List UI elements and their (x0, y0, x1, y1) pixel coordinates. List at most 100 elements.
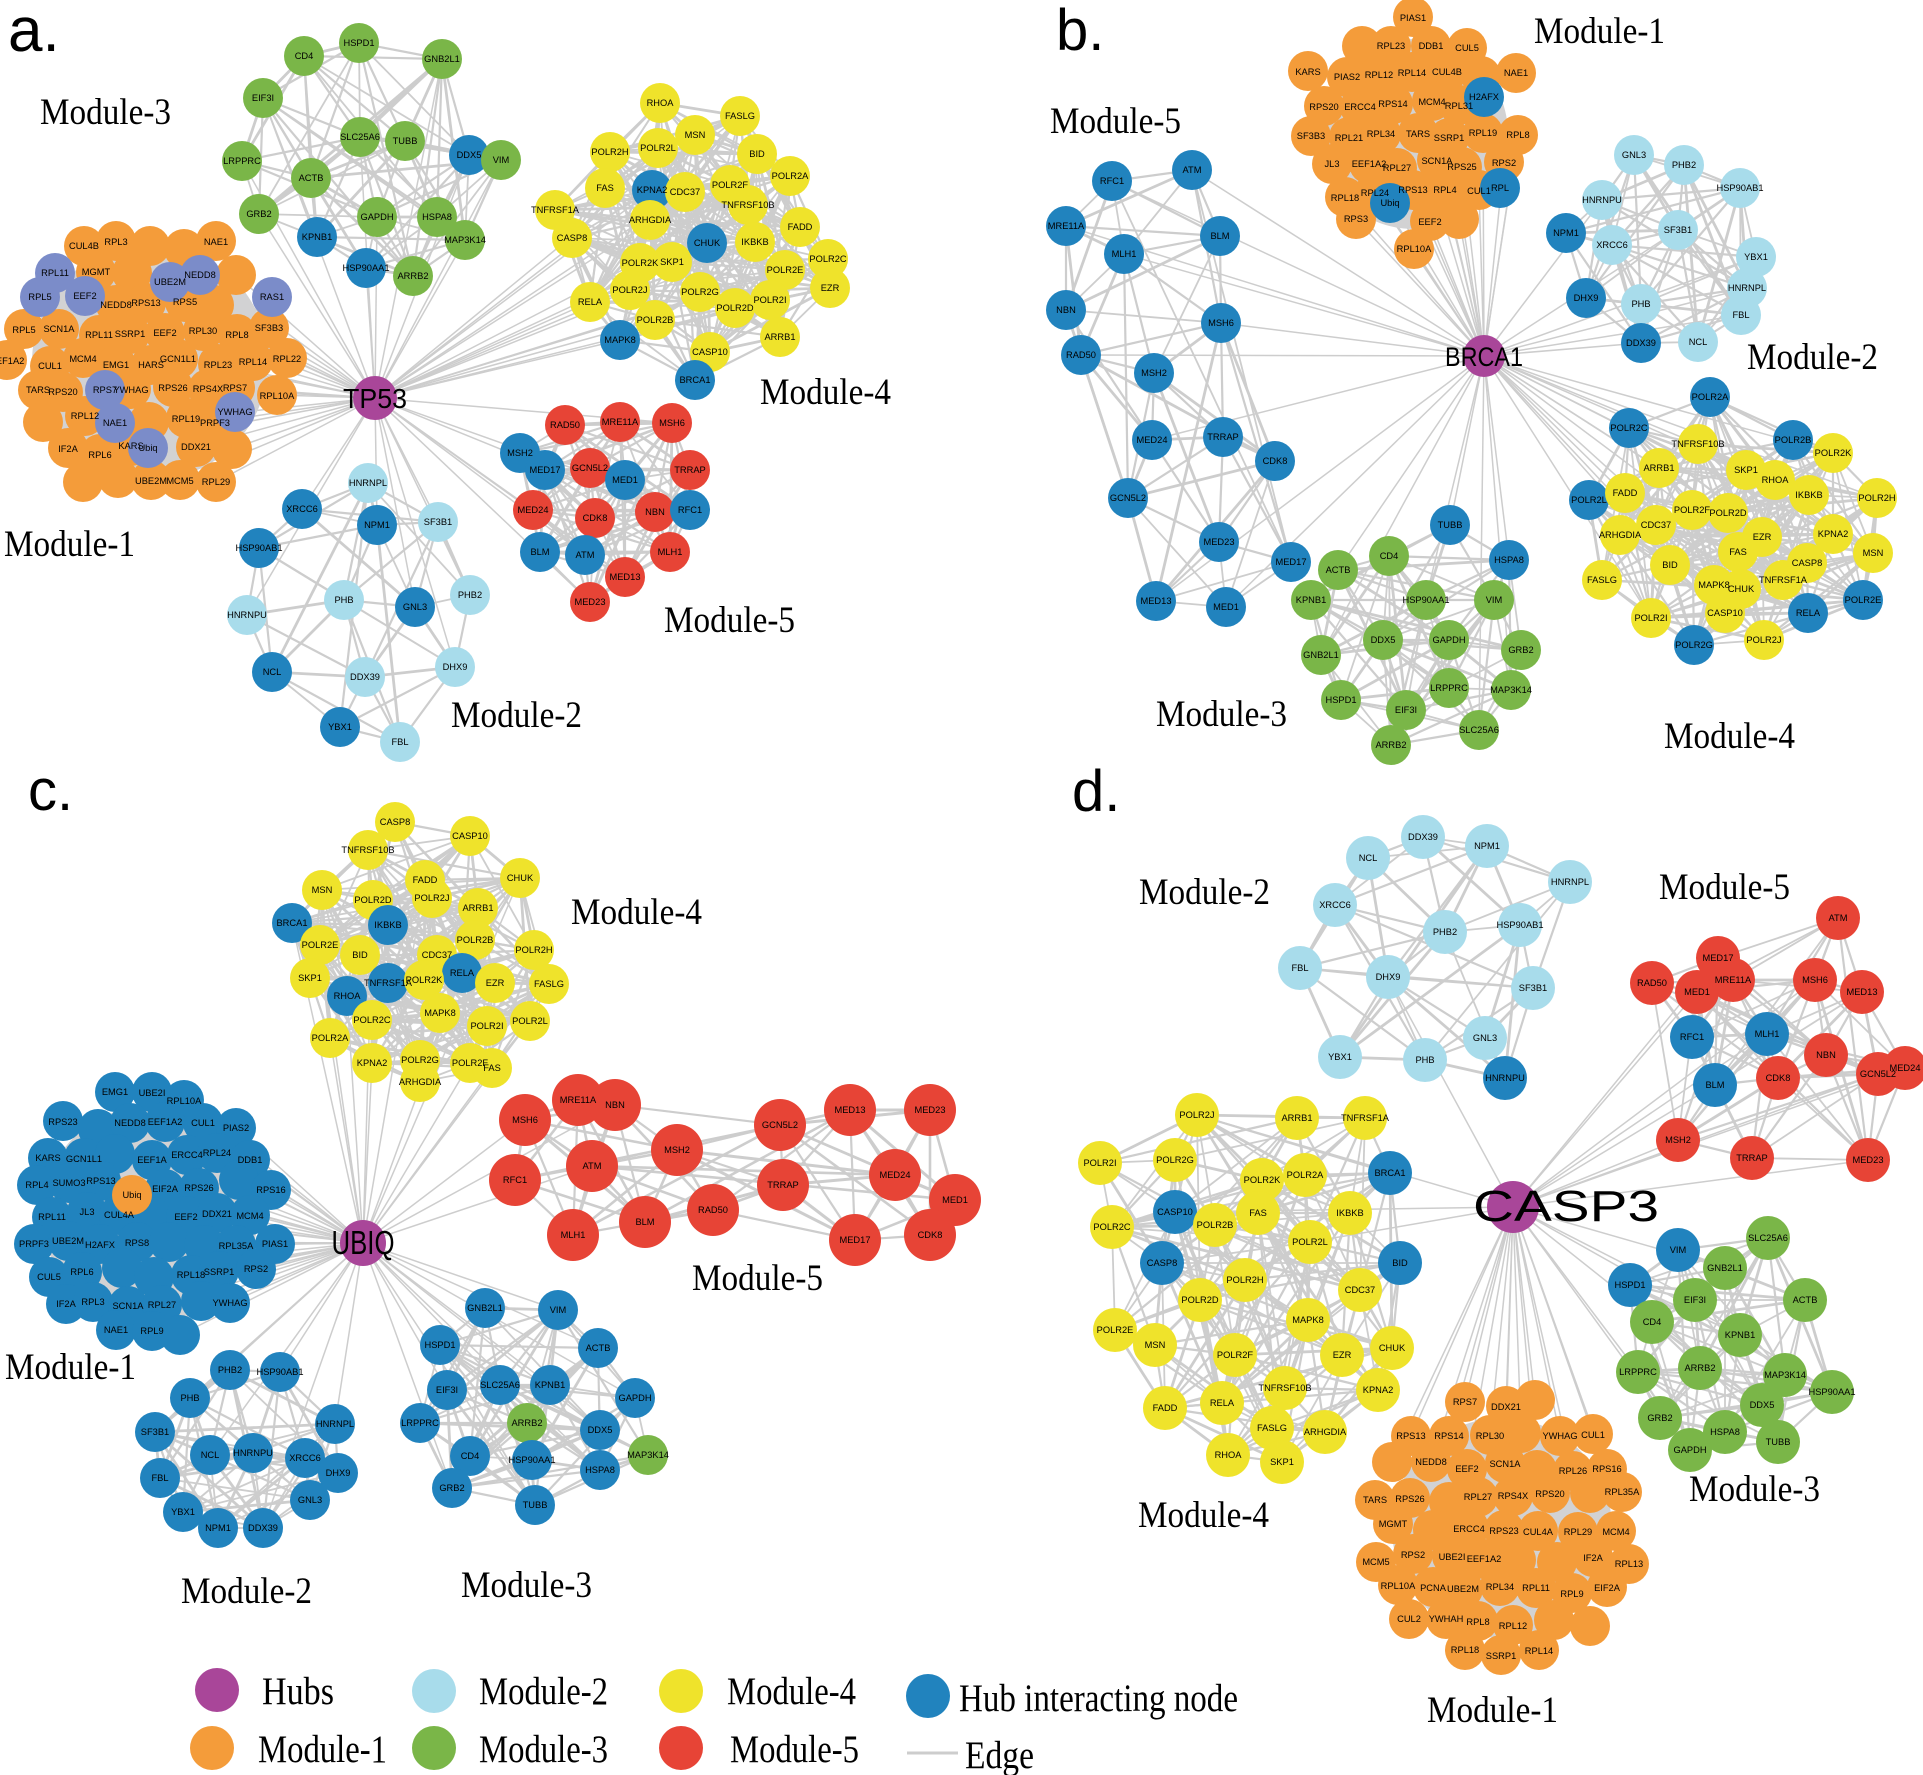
svg-text:UBE2I: UBE2I (1439, 1552, 1466, 1562)
svg-text:EEF2: EEF2 (73, 291, 96, 301)
svg-text:KARS: KARS (118, 441, 143, 451)
svg-text:MLH1: MLH1 (1112, 249, 1137, 259)
svg-text:EIF3I: EIF3I (1684, 1295, 1706, 1305)
svg-text:NBN: NBN (605, 1100, 625, 1110)
svg-text:CDK8: CDK8 (1766, 1073, 1791, 1083)
svg-text:MLH1: MLH1 (658, 547, 683, 557)
svg-text:CDK8: CDK8 (583, 513, 608, 523)
svg-text:GAPDH: GAPDH (618, 1393, 651, 1403)
svg-text:CDC37: CDC37 (1641, 520, 1671, 530)
svg-text:RPL: RPL (1491, 183, 1509, 193)
svg-text:RAS1: RAS1 (260, 292, 284, 302)
svg-text:EIF2A: EIF2A (152, 1184, 179, 1194)
svg-text:RPL12: RPL12 (1499, 1621, 1527, 1631)
svg-text:MRE11A: MRE11A (602, 417, 639, 427)
svg-text:GCN5L2: GCN5L2 (572, 463, 608, 473)
svg-text:d.: d. (1072, 759, 1120, 824)
svg-text:RPL12: RPL12 (1365, 70, 1393, 80)
svg-text:TUBB: TUBB (523, 1500, 548, 1510)
svg-text:SCN1A: SCN1A (43, 324, 75, 334)
svg-text:DDB1: DDB1 (238, 1155, 263, 1165)
svg-text:RPL21: RPL21 (1335, 133, 1363, 143)
svg-text:HSP90AA1: HSP90AA1 (508, 1455, 555, 1465)
svg-text:CD4: CD4 (1643, 1317, 1662, 1327)
svg-text:DHX9: DHX9 (1574, 293, 1599, 303)
svg-text:SKP1: SKP1 (1270, 1457, 1294, 1467)
svg-text:MSH6: MSH6 (1802, 975, 1828, 985)
svg-text:ARHGDIA: ARHGDIA (1599, 530, 1642, 540)
svg-text:POLR2A: POLR2A (312, 1033, 349, 1043)
svg-text:RPL9: RPL9 (140, 1326, 163, 1336)
svg-text:GNB2L1: GNB2L1 (424, 54, 460, 64)
svg-text:POLR2C: POLR2C (353, 1015, 390, 1025)
svg-text:BRCA1: BRCA1 (1374, 1168, 1405, 1178)
svg-text:RHOA: RHOA (1215, 1450, 1243, 1460)
svg-text:NPM1: NPM1 (205, 1523, 231, 1533)
svg-text:HNRNPL: HNRNPL (316, 1419, 354, 1429)
svg-text:Module-5: Module-5 (1659, 867, 1790, 908)
svg-text:CASP10: CASP10 (1157, 1207, 1193, 1217)
svg-text:TRRAP: TRRAP (767, 1180, 799, 1190)
svg-text:RPL19: RPL19 (1469, 128, 1497, 138)
svg-text:EEF1A2: EEF1A2 (1467, 1554, 1502, 1564)
svg-text:YWHAG: YWHAG (113, 385, 148, 395)
svg-text:EMG1: EMG1 (103, 360, 129, 370)
svg-text:POLR2B: POLR2B (1197, 1220, 1234, 1230)
svg-text:RPL34: RPL34 (1486, 1582, 1514, 1592)
svg-text:Module-1: Module-1 (1427, 1690, 1558, 1731)
svg-text:CUL4A: CUL4A (1523, 1527, 1554, 1537)
svg-text:EEF2: EEF2 (153, 328, 176, 338)
svg-text:PHB: PHB (334, 595, 353, 605)
svg-text:HSP90AB1: HSP90AB1 (256, 1367, 303, 1377)
svg-text:POLR2I: POLR2I (1634, 613, 1667, 623)
svg-text:ERCC4: ERCC4 (1453, 1524, 1485, 1534)
svg-text:POLR2C: POLR2C (1610, 423, 1647, 433)
svg-text:RAD50: RAD50 (550, 420, 580, 430)
svg-text:POLR2L: POLR2L (1571, 495, 1607, 505)
svg-text:FBL: FBL (151, 1473, 168, 1483)
svg-text:IF2A: IF2A (58, 444, 78, 454)
svg-text:HNRNPL: HNRNPL (1728, 283, 1766, 293)
svg-text:UBE2M: UBE2M (135, 476, 167, 486)
svg-text:MLH1: MLH1 (561, 1230, 586, 1240)
svg-text:RPS16: RPS16 (1592, 1464, 1621, 1474)
svg-text:MSN: MSN (1145, 1340, 1166, 1350)
svg-text:DDB1: DDB1 (1419, 41, 1444, 51)
svg-text:MED17: MED17 (1275, 557, 1306, 567)
svg-text:FBL: FBL (1732, 310, 1749, 320)
svg-text:Hub interacting node: Hub interacting node (959, 1677, 1238, 1720)
svg-text:NCL: NCL (1689, 337, 1708, 347)
svg-text:UBE2I: UBE2I (139, 1088, 166, 1098)
svg-text:Module-4: Module-4 (760, 372, 891, 413)
svg-text:HARS: HARS (138, 360, 164, 370)
svg-text:SF3B3: SF3B3 (255, 323, 283, 333)
svg-text:RPL18: RPL18 (1451, 1645, 1479, 1655)
svg-text:MAPK8: MAPK8 (424, 1008, 456, 1018)
svg-text:SKP1: SKP1 (298, 973, 322, 983)
svg-text:MSN: MSN (685, 130, 706, 140)
svg-text:RPL14: RPL14 (1398, 68, 1426, 78)
svg-text:CD4: CD4 (295, 51, 314, 61)
svg-text:BLM: BLM (1705, 1080, 1724, 1090)
svg-text:GRB2: GRB2 (246, 209, 271, 219)
svg-text:IKBKB: IKBKB (741, 237, 768, 247)
svg-text:a.: a. (8, 0, 60, 65)
svg-text:MED24: MED24 (879, 1170, 910, 1180)
svg-text:RPS26: RPS26 (158, 383, 187, 393)
svg-text:Module-5: Module-5 (1050, 101, 1181, 142)
svg-text:NEDD8: NEDD8 (114, 1118, 146, 1128)
svg-text:POLR2K: POLR2K (622, 258, 659, 268)
svg-text:HSPD1: HSPD1 (1614, 1280, 1645, 1290)
svg-text:RHOA: RHOA (1762, 475, 1790, 485)
svg-text:NAE1: NAE1 (104, 1325, 128, 1335)
svg-text:RPL27: RPL27 (1464, 1492, 1492, 1502)
svg-text:RPL18: RPL18 (1331, 193, 1359, 203)
svg-text:RAD50: RAD50 (1637, 978, 1667, 988)
svg-text:ATM: ATM (1829, 913, 1848, 923)
svg-text:TRRAP: TRRAP (674, 465, 706, 475)
svg-text:VIM: VIM (493, 155, 510, 165)
svg-text:Module-3: Module-3 (479, 1728, 608, 1771)
svg-text:TUBB: TUBB (1766, 1437, 1791, 1447)
svg-text:TNFRSF1A: TNFRSF1A (1341, 1113, 1390, 1123)
svg-text:GNL3: GNL3 (1473, 1033, 1497, 1043)
